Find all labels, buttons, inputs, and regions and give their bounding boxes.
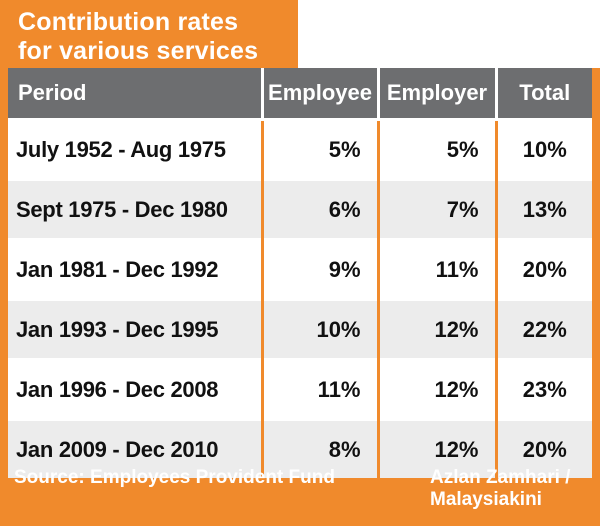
header-employer: Employer xyxy=(378,68,498,120)
cell-employee: 9% xyxy=(262,238,380,300)
cell-period: Jan 1981 - Dec 1992 xyxy=(8,238,264,300)
cell-period: Jan 1996 - Dec 2008 xyxy=(8,358,264,420)
header-employee: Employee xyxy=(262,68,380,120)
cell-employer: 12% xyxy=(378,298,498,360)
header-total: Total xyxy=(496,68,592,120)
contribution-rates-table: Period Employee Employer Total July 1952… xyxy=(8,68,592,478)
title-line-2: for various services xyxy=(18,37,259,65)
credit-line-1: Azlan Zamhari / xyxy=(430,467,571,488)
top-white-area xyxy=(298,0,600,68)
cell-period: Jan 2009 - Dec 2010 xyxy=(8,418,264,478)
table-row: Jan 1996 - Dec 2008 11% 12% 23% xyxy=(8,358,592,420)
table-row: Jan 2009 - Dec 2010 8% 12% 20% xyxy=(8,418,592,478)
cell-employer: 12% xyxy=(378,358,498,420)
cell-employer: 11% xyxy=(378,238,498,300)
header-period: Period xyxy=(8,68,264,120)
cell-total: 10% xyxy=(496,118,592,180)
cell-employee: 8% xyxy=(262,418,380,478)
cell-total: 20% xyxy=(496,418,592,478)
cell-employee: 11% xyxy=(262,358,380,420)
credit-line-2: Malaysiakini xyxy=(430,489,542,510)
rates-table-wrapper: Period Employee Employer Total July 1952… xyxy=(8,68,592,478)
table-row: Sept 1975 - Dec 1980 6% 7% 13% xyxy=(8,178,592,240)
cell-total: 20% xyxy=(496,238,592,300)
title-line-1: Contribution rates xyxy=(18,8,239,36)
credit-note: Azlan Zamhari / Malaysiakini xyxy=(430,467,590,511)
cell-employer: 12% xyxy=(378,418,498,478)
cell-employer: 5% xyxy=(378,118,498,180)
cell-employee: 5% xyxy=(262,118,380,180)
cell-period: Jan 1993 - Dec 1995 xyxy=(8,298,264,360)
cell-employee: 10% xyxy=(262,298,380,360)
table-row: Jan 1993 - Dec 1995 10% 12% 22% xyxy=(8,298,592,360)
title-block: Contribution rates for various services xyxy=(8,4,298,68)
cell-total: 23% xyxy=(496,358,592,420)
table-header-row: Period Employee Employer Total xyxy=(8,68,592,120)
cell-employer: 7% xyxy=(378,178,498,240)
source-note: Source: Employees Provident Fund xyxy=(14,467,335,488)
table-row: July 1952 - Aug 1975 5% 5% 10% xyxy=(8,118,592,180)
cell-period: July 1952 - Aug 1975 xyxy=(8,118,264,180)
cell-total: 22% xyxy=(496,298,592,360)
cell-employee: 6% xyxy=(262,178,380,240)
cell-total: 13% xyxy=(496,178,592,240)
table-row: Jan 1981 - Dec 1992 9% 11% 20% xyxy=(8,238,592,300)
cell-period: Sept 1975 - Dec 1980 xyxy=(8,178,264,240)
